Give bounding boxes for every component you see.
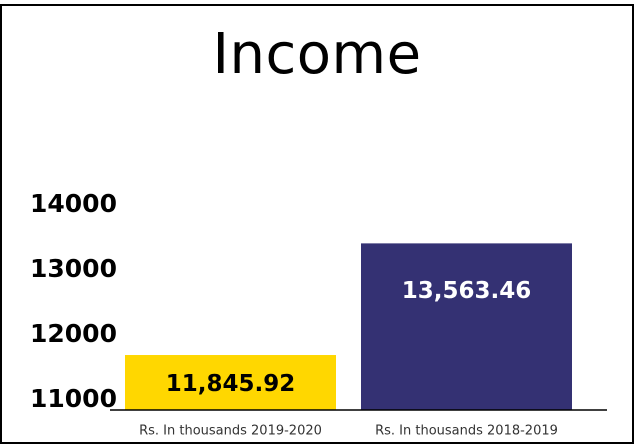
chart-title: Income [212,22,422,87]
x-axis-labels: Rs. In thousands 2019-2020 Rs. In thousan… [139,424,558,439]
bar-value-label: 13,563.46 [402,278,532,304]
bar [125,355,336,410]
x-category-label: Rs. In thousands 2019-2020 [139,424,322,439]
bar-value-label: 11,845.92 [166,371,296,397]
y-tick-label: 11000 [30,384,117,413]
y-axis-ticks: 11000 12000 13000 14000 [30,189,117,413]
bars [125,243,572,410]
x-category-label: Rs. In thousands 2018-2019 [375,424,558,439]
y-tick-label: 13000 [30,254,117,283]
data-labels: 11,845.92 13,563.46 [166,278,532,397]
y-tick-label: 14000 [30,189,117,218]
y-tick-label: 12000 [30,319,117,348]
bar [361,243,572,410]
